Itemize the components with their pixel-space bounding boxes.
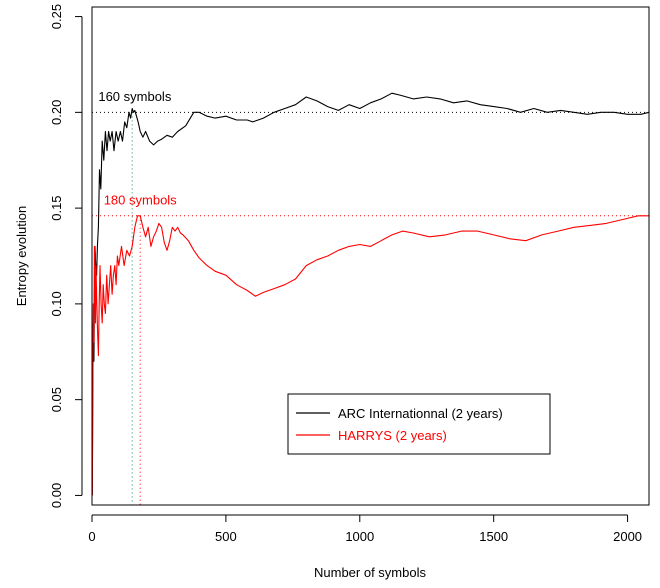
reference-lines bbox=[92, 111, 649, 505]
series-layer bbox=[91, 92, 650, 496]
legend-label-arc: ARC Internationnal (2 years) bbox=[338, 406, 503, 421]
y-tick-label: 0.25 bbox=[49, 4, 64, 29]
y-tick-label: 0.10 bbox=[49, 291, 64, 316]
y-tick-label: 0.05 bbox=[49, 387, 64, 412]
annotation-label-harrys: 180 symbols bbox=[104, 192, 177, 207]
legend: ARC Internationnal (2 years) HARRYS (2 y… bbox=[287, 393, 551, 455]
legend-box bbox=[287, 393, 551, 455]
series-line-harrys bbox=[91, 215, 649, 496]
x-tick-label: 500 bbox=[215, 529, 237, 544]
legend-label-harrys: HARRYS (2 years) bbox=[338, 428, 447, 443]
annotation-label-arc: 160 symbols bbox=[98, 89, 171, 104]
plot-frame bbox=[91, 6, 650, 506]
x-tick-label: 1500 bbox=[479, 529, 508, 544]
y-axis-label: Entropy evolution bbox=[14, 206, 29, 306]
x-tick-label: 2000 bbox=[613, 529, 642, 544]
x-tick-label: 1000 bbox=[345, 529, 374, 544]
y-tick-label: 0.15 bbox=[49, 195, 64, 220]
annotations: 160 symbols 180 symbols bbox=[98, 89, 177, 207]
y-tick-label: 0.00 bbox=[49, 483, 64, 508]
series-line-arc bbox=[91, 92, 650, 496]
x-tick-label: 0 bbox=[88, 529, 95, 544]
y-tick-label: 0.20 bbox=[49, 100, 64, 125]
x-axis-label: Number of symbols bbox=[314, 565, 426, 580]
y-axis: 0.00 0.05 0.10 0.15 0.20 0.25 bbox=[49, 4, 83, 508]
x-axis: 0 500 1000 1500 2000 bbox=[88, 514, 642, 544]
